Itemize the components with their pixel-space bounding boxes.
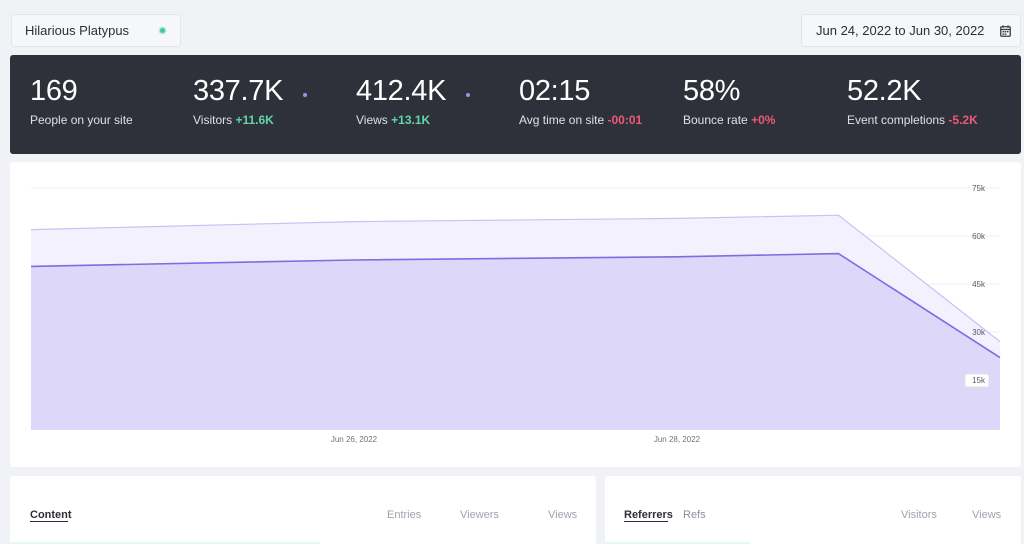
y-tick-highlight xyxy=(964,373,990,388)
tab-refs[interactable]: Refs xyxy=(683,509,706,521)
content-panel: Content Entries Viewers Views xyxy=(10,476,596,544)
column-header-entries[interactable]: Entries xyxy=(387,509,422,521)
date-range-label: Jun 24, 2022 to Jun 30, 2022 xyxy=(816,23,985,38)
column-header-views[interactable]: Views xyxy=(972,509,1002,521)
column-header-viewers[interactable]: Viewers xyxy=(460,509,499,521)
y-tick-label: 60k xyxy=(972,232,986,241)
stat-value: 412.4K xyxy=(356,75,447,107)
site-name: Hilarious Platypus xyxy=(25,23,130,38)
stat-live-visitors[interactable]: 169 People on your site xyxy=(30,55,180,154)
stat-delta: +13.1K xyxy=(391,113,431,127)
stat-avg-time[interactable]: 02:15 Avg time on site -00:01 xyxy=(519,55,669,154)
series-area xyxy=(31,253,1000,430)
stat-delta: -00:01 xyxy=(607,113,643,127)
x-tick-label: Jun 28, 2022 xyxy=(654,435,701,444)
stat-value: 02:15 xyxy=(519,75,591,107)
series-line xyxy=(30,214,1001,343)
stat-visitors[interactable]: 337.7K Visitors +11.6K xyxy=(193,55,343,154)
x-tick-label: Jun 26, 2022 xyxy=(331,435,378,444)
y-tick-label: 15k xyxy=(972,376,986,385)
column-header-visitors[interactable]: Visitors xyxy=(901,509,937,521)
area-chart[interactable]: 75k 60k 45k 30k 15k Jun 26, 2022 Jun 28, 2022 xyxy=(10,162,1021,467)
active-tab-underline xyxy=(30,521,68,522)
live-indicator-icon xyxy=(160,28,165,33)
stat-label: Visitors +11.6K xyxy=(193,113,274,127)
stat-value: 58% xyxy=(683,75,741,107)
y-tick-label: 45k xyxy=(972,280,986,289)
active-tab-underline xyxy=(624,521,668,522)
row-bar xyxy=(605,542,750,544)
stat-delta: +0% xyxy=(751,113,776,127)
calendar-icon[interactable] xyxy=(990,14,1020,47)
tab-content[interactable]: Content xyxy=(30,509,72,521)
stat-value: 337.7K xyxy=(193,75,284,107)
referrers-panel: Referrers Refs Visitors Views xyxy=(605,476,1021,544)
stat-label: Bounce rate +0% xyxy=(683,113,776,127)
series-line xyxy=(30,252,1001,359)
stat-label: Avg time on site -00:01 xyxy=(519,113,643,127)
column-header-views[interactable]: Views xyxy=(548,509,578,521)
tab-referrers[interactable]: Referrers xyxy=(624,509,673,521)
y-tick-label: 30k xyxy=(972,328,986,337)
stat-value: 52.2K xyxy=(847,75,922,107)
stat-delta: +11.6K xyxy=(235,113,274,127)
stat-views[interactable]: 412.4K Views +13.1K xyxy=(356,55,506,154)
stats-bar: 169 People on your site 337.7K Visitors … xyxy=(10,55,1021,154)
stat-label: Views +13.1K xyxy=(356,113,431,127)
stat-label: People on your site xyxy=(30,113,133,127)
series-dot-icon xyxy=(303,93,307,97)
series-dot-icon xyxy=(466,93,470,97)
stat-value: 169 xyxy=(30,75,78,107)
date-range-picker[interactable]: Jun 24, 2022 to Jun 30, 2022 xyxy=(801,14,1021,47)
site-selector[interactable]: Hilarious Platypus xyxy=(11,14,181,47)
stat-delta: -5.2K xyxy=(948,113,978,127)
row-bar xyxy=(10,542,320,544)
stat-label: Event completions -5.2K xyxy=(847,113,978,127)
stat-bounce-rate[interactable]: 58% Bounce rate +0% xyxy=(683,55,833,154)
chart-panel: 75k 60k 45k 30k 15k Jun 26, 2022 Jun 28, 2022 xyxy=(10,162,1021,467)
stat-event-completions[interactable]: 52.2K Event completions -5.2K xyxy=(847,55,1012,154)
y-tick-label: 75k xyxy=(972,184,986,193)
